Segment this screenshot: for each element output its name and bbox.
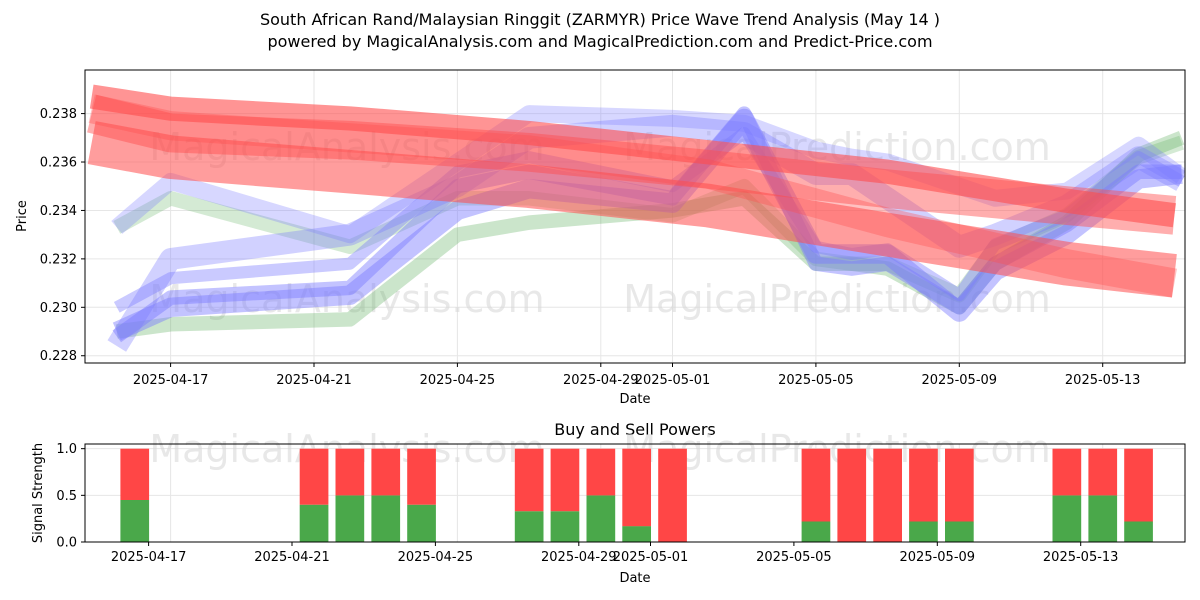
- buy-power-bar: [586, 495, 616, 542]
- signal-x-tick-label: 2025-05-13: [1043, 550, 1119, 565]
- signal-x-tick-label: 2025-05-01: [613, 550, 689, 565]
- sell-power-bar: [514, 448, 544, 512]
- price-x-tick-label: 2025-05-05: [778, 373, 854, 388]
- price-x-tick-label: 2025-05-09: [922, 373, 998, 388]
- buy-power-bar: [514, 511, 544, 542]
- price-x-tick-label: 2025-04-29: [563, 373, 639, 388]
- signal-x-tick-label: 2025-04-25: [398, 550, 474, 565]
- green-wave-band: [115, 131, 1185, 339]
- sell-power-bar: [945, 448, 974, 522]
- price-x-tick-label: 2025-04-21: [276, 373, 352, 388]
- wave-bands: [87, 84, 1185, 352]
- price-x-tick-label: 2025-05-01: [635, 373, 711, 388]
- signal-y-tick-label: 0.5: [56, 489, 77, 504]
- buy-power-bar: [622, 526, 651, 542]
- sell-power-bar: [335, 448, 365, 496]
- red-wave-band: [89, 84, 1177, 228]
- sell-power-bar: [873, 448, 902, 542]
- buy-power-bar: [1052, 495, 1082, 542]
- sell-power-bar: [1088, 448, 1118, 496]
- buy-power-bar: [371, 495, 401, 542]
- signal-x-axis: 2025-04-17 2025-04-21 2025-04-25 2025-04-29…: [111, 542, 1119, 565]
- price-y-tick-label: 0.228: [40, 349, 77, 364]
- sell-power-bar: [801, 448, 831, 522]
- price-x-tick-label: 2025-04-17: [133, 373, 209, 388]
- buy-power-bar: [335, 495, 365, 542]
- sell-power-bar: [371, 448, 401, 496]
- buy-power-bar: [1088, 495, 1118, 542]
- signal-y-axis: 0.0 0.5 1.0: [56, 442, 85, 551]
- sell-power-bar: [1052, 448, 1082, 496]
- signal-axes-frame: [84, 443, 1186, 543]
- sell-power-bar: [299, 448, 329, 505]
- buy-power-bar: [299, 504, 329, 542]
- price-x-tick-label: 2025-05-13: [1065, 373, 1141, 388]
- buy-power-bar: [909, 521, 938, 542]
- signal-x-axis-label: Date: [619, 571, 650, 586]
- price-y-axis-label: Price: [15, 200, 30, 232]
- price-y-tick-label: 0.238: [40, 107, 77, 122]
- buy-power-bar: [407, 504, 436, 542]
- buy-power-bar: [1124, 521, 1153, 542]
- sell-power-bar: [622, 448, 651, 527]
- sell-power-bar: [407, 448, 436, 505]
- price-x-axis: 2025-04-17 2025-04-21 2025-04-25 2025-04-29…: [133, 363, 1141, 388]
- signal-x-tick-label: 2025-05-05: [756, 550, 832, 565]
- buy-power-bar: [945, 521, 974, 542]
- sell-power-bar: [1124, 448, 1153, 522]
- signal-y-tick-label: 1.0: [56, 442, 77, 457]
- sell-power-bar: [837, 448, 867, 542]
- buy-power-bar: [120, 500, 150, 542]
- signal-x-tick-label: 2025-05-09: [900, 550, 976, 565]
- price-axes-frame: [84, 69, 1186, 364]
- watermark-bottom-right: MagicalPrediction.com: [623, 427, 1051, 471]
- blue-wave-band: [113, 126, 1185, 313]
- sell-power-bar: [550, 448, 580, 512]
- signal-x-tick-label: 2025-04-29: [541, 550, 617, 565]
- signal-y-axis-label: Signal Strength: [31, 443, 46, 543]
- price-y-axis: 0.228 0.230 0.232 0.234 0.236 0.238: [40, 107, 85, 364]
- buy-power-bar: [801, 521, 831, 542]
- signal-chart-title: Buy and Sell Powers: [554, 420, 716, 439]
- sell-power-bar: [658, 448, 687, 542]
- sell-power-bar: [909, 448, 938, 522]
- green-wave-band: [113, 135, 1184, 303]
- price-x-axis-label: Date: [619, 392, 650, 407]
- sell-power-bar: [586, 448, 616, 496]
- signal-y-tick-label: 0.0: [56, 536, 77, 551]
- price-x-tick-label: 2025-04-25: [420, 373, 496, 388]
- signal-x-tick-label: 2025-04-17: [111, 550, 187, 565]
- chart-title-line2: powered by MagicalAnalysis.com and Magic…: [267, 32, 933, 51]
- watermark-mid-right: MagicalPrediction.com: [623, 277, 1051, 321]
- sell-power-bar: [120, 448, 150, 500]
- buy-power-bar: [550, 511, 580, 542]
- price-y-tick-label: 0.234: [40, 204, 77, 219]
- price-y-tick-label: 0.236: [40, 156, 77, 171]
- chart-title-line1: South African Rand/Malaysian Ringgit (ZA…: [259, 10, 941, 29]
- red-wave-band: [88, 94, 1177, 298]
- price-y-tick-label: 0.230: [40, 301, 77, 316]
- signal-x-tick-label: 2025-04-21: [254, 550, 330, 565]
- watermark-mid-left: MagicalAnalysis.com: [149, 277, 544, 321]
- signal-bars: [120, 448, 1153, 542]
- price-y-tick-label: 0.232: [40, 252, 77, 267]
- red-wave-band: [87, 121, 1177, 298]
